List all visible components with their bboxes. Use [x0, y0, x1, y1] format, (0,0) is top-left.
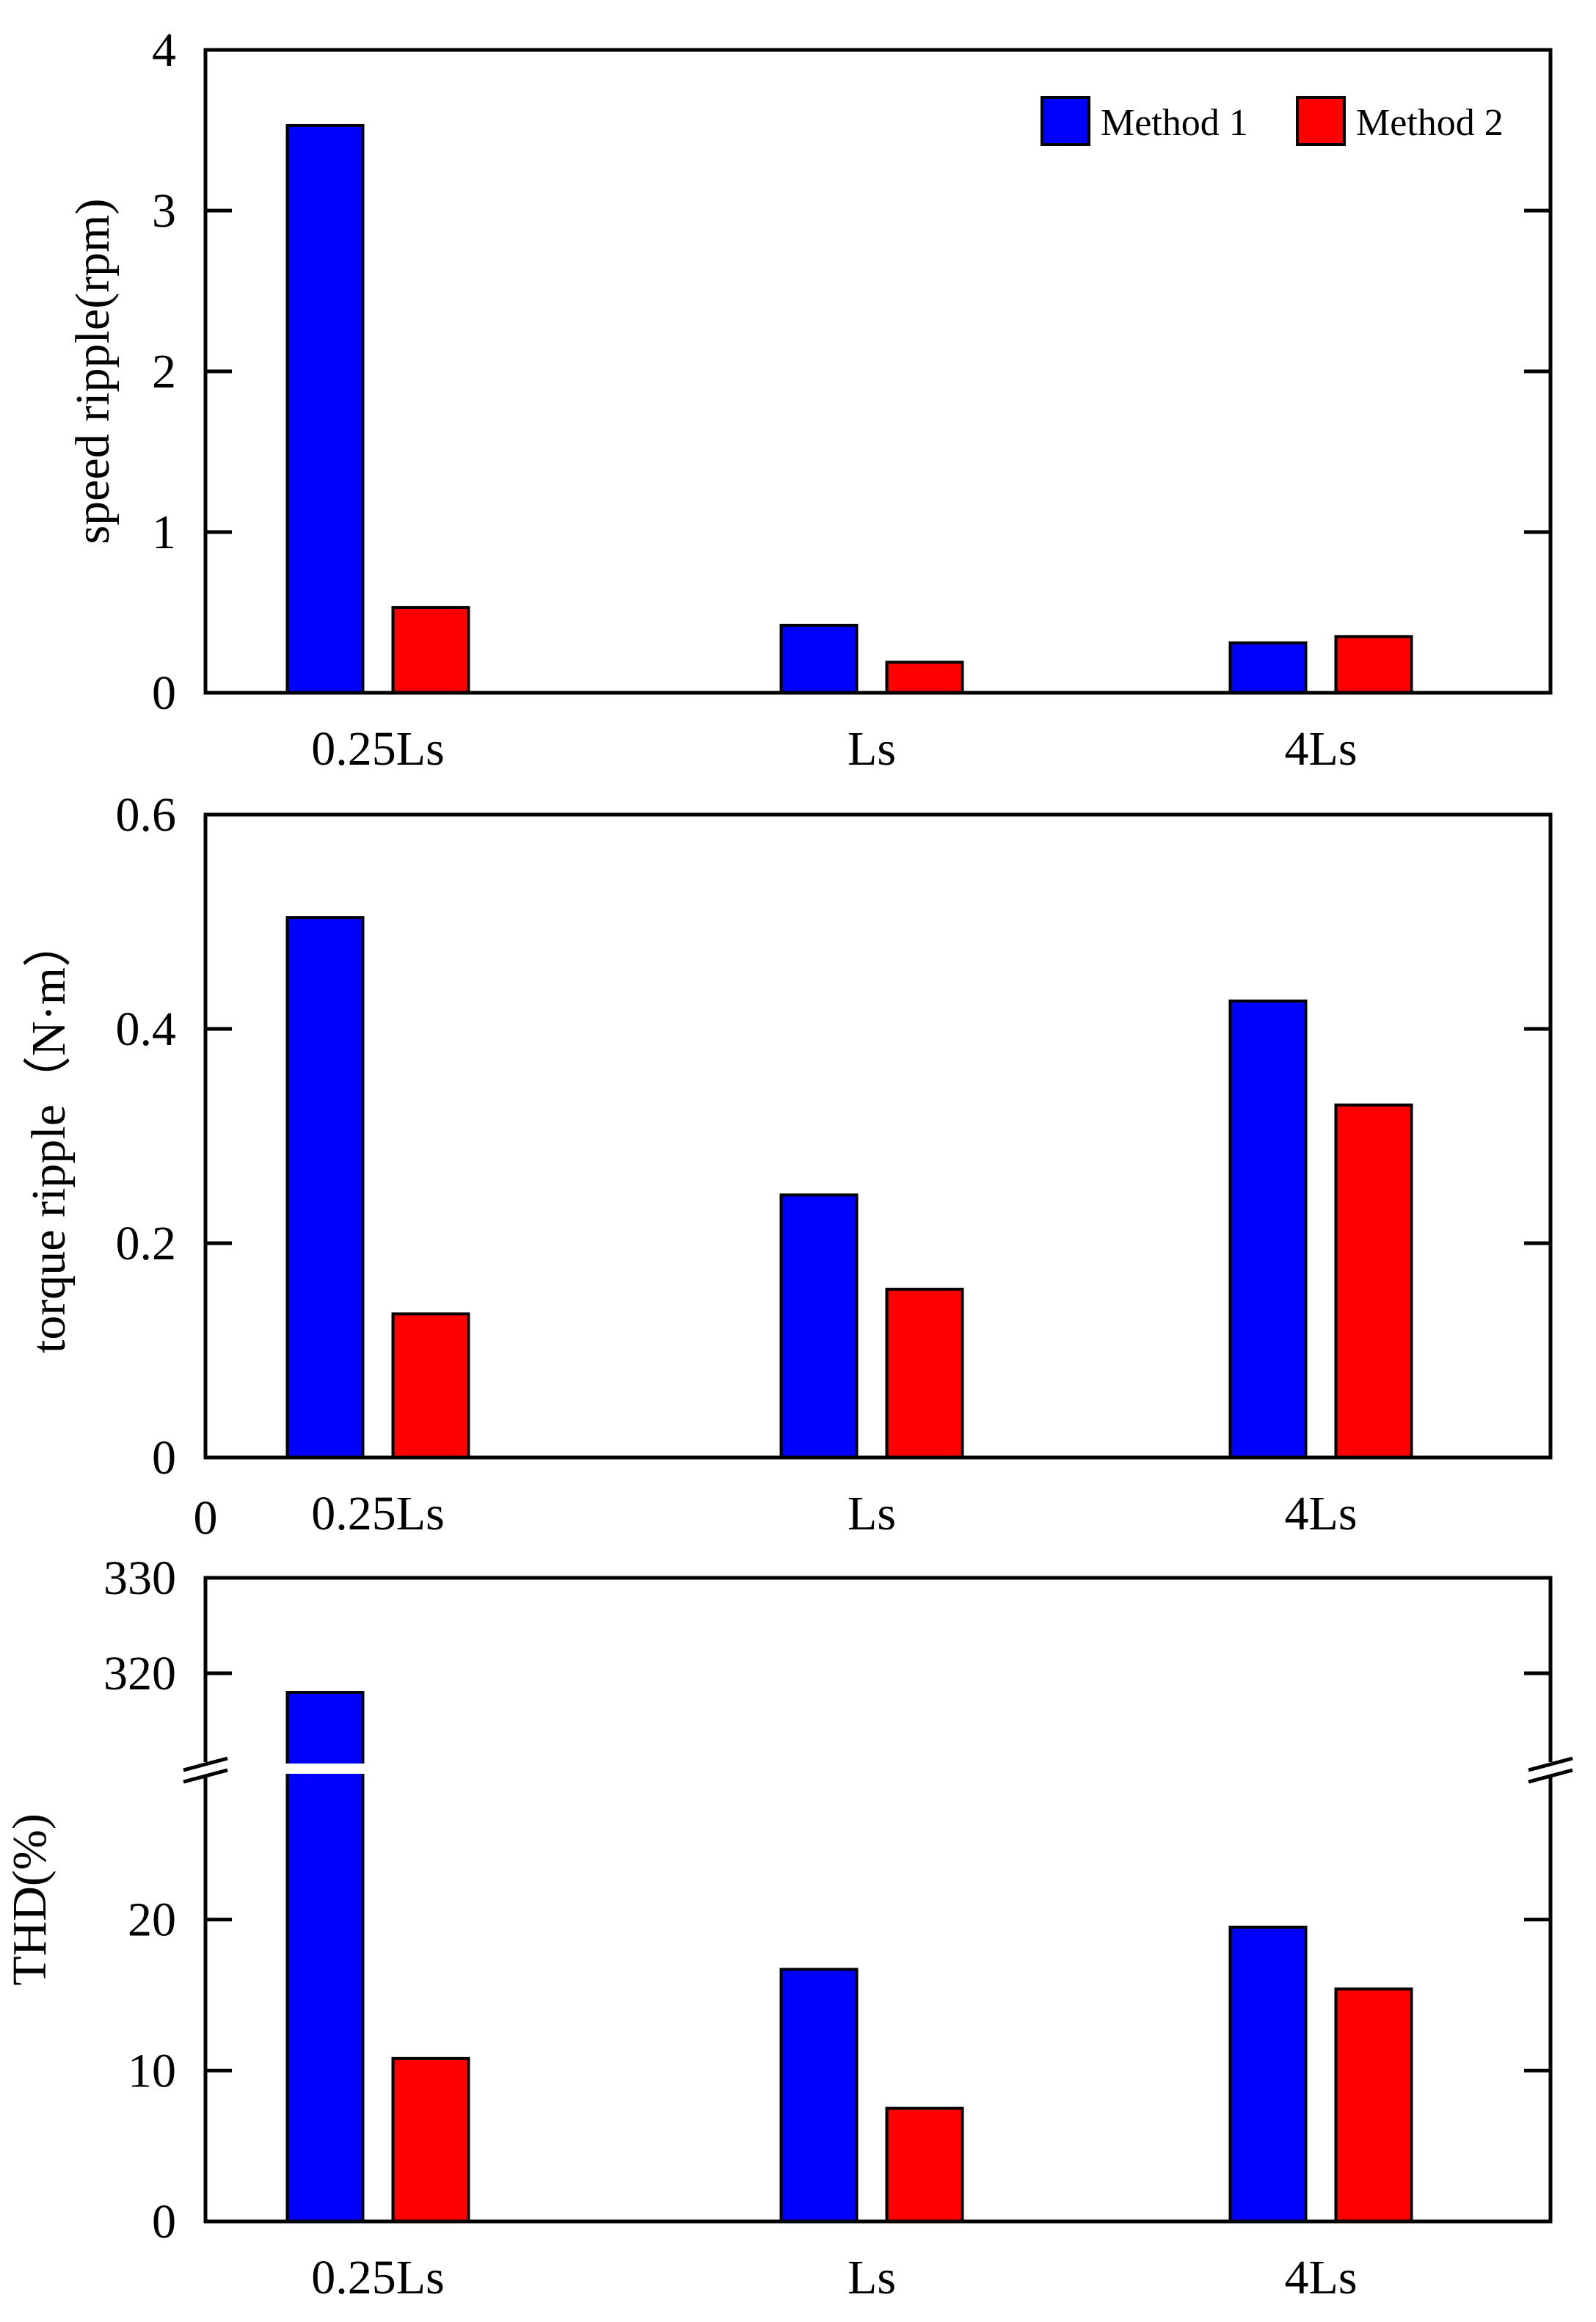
legend-swatch-1 [1041, 96, 1090, 146]
legend-swatch-2 [1296, 96, 1346, 146]
ytick-label-torque: 0 [152, 1431, 176, 1485]
torque-x-origin-label: 0 [194, 1491, 218, 1545]
ytick-label-speed: 0 [152, 666, 176, 720]
xtick-label-speed: 0.25Ls [311, 722, 445, 776]
bar-torque-method-2-025ls [391, 1312, 470, 1459]
xtick-label-thd: 0.25Ls [311, 2251, 445, 2304]
ytick-label-thd: 10 [128, 2044, 176, 2097]
bar-torque-method-2-4ls [1334, 1103, 1413, 1460]
bar-speed-method-1-4ls [1228, 641, 1308, 694]
ytick-label-thd: 0 [152, 2195, 176, 2249]
bar-torque-method-1-4ls [1228, 1000, 1308, 1460]
plot-frame-torque [203, 812, 1553, 1460]
y-axis-title-torque: torque ripple（N·m） [22, 919, 76, 1353]
bar-thd-method-2-ls [885, 2106, 964, 2223]
ytick-label-torque: 0.6 [116, 788, 177, 842]
bar-torque-method-1-025ls [285, 916, 365, 1460]
y-axis-title-thd: THD(%) [3, 1813, 57, 1986]
legend-label-1: Method 1 [1101, 102, 1248, 144]
plot-frame-thd [203, 1576, 1553, 2224]
axis-break-mark-left [183, 1768, 228, 1784]
axis-break-mark-right [1528, 1756, 1573, 1772]
xtick-label-torque: 0.25Ls [311, 1487, 445, 1540]
xtick-label-thd: 4Ls [1285, 2251, 1358, 2304]
plot-frame-speed [203, 48, 1553, 695]
bar-speed-method-2-4ls [1334, 635, 1413, 694]
y-axis-title-speed: speed ripple(rpm) [66, 199, 120, 545]
legend: Method 1 Method 2 [1041, 96, 1504, 146]
ytick-label-speed: 3 [152, 184, 176, 238]
ytick-label-torque: 0.2 [116, 1217, 177, 1270]
ytick-label-thd: 330 [103, 1551, 176, 1605]
xtick-label-torque: 4Ls [1285, 1487, 1358, 1540]
bar-speed-method-1-ls [779, 624, 859, 695]
bar-thd-method-2-4ls [1334, 1987, 1413, 2224]
ytick-label-thd: 20 [128, 1893, 176, 1947]
chart-panels: 0 1 2 3 4 0.25Ls Ls 4Ls speed ripple(rpm) Method … [3, 23, 1575, 2304]
chart-torque: 0 0.2 0.4 0.6 0.25Ls Ls 4Ls torque ripple（N·m） [22, 788, 1553, 1540]
xtick-label-speed: 4Ls [1285, 722, 1358, 776]
bar-speed-method-2-025ls [391, 605, 470, 694]
bar-thd-method-1-025ls [285, 1691, 365, 2223]
ytick-label-thd: 320 [103, 1647, 176, 1700]
axis-break-gap [283, 1764, 368, 1774]
bar-thd-method-1-ls [779, 1968, 859, 2223]
chart-thd: 0 10 20 320 330 0.25Ls Ls 4Ls THD(%) [3, 1551, 1575, 2304]
legend-label-2: Method 2 [1356, 102, 1504, 144]
ytick-label-torque: 0.4 [116, 1002, 177, 1056]
bar-speed-method-2-ls [885, 660, 964, 695]
xtick-label-torque: Ls [848, 1487, 896, 1540]
axis-break-mark-left [183, 1756, 228, 1772]
bar-torque-method-2-ls [885, 1287, 964, 1460]
bar-thd-method-1-4ls [1228, 1925, 1308, 2223]
bar-torque-method-1-ls [779, 1193, 859, 1460]
ytick-label-speed: 1 [152, 506, 176, 559]
ytick-label-speed: 4 [152, 23, 176, 77]
ytick-label-speed: 2 [152, 345, 176, 398]
axis-break-mark-right [1528, 1768, 1573, 1784]
bar-thd-method-2-025ls [391, 2056, 470, 2223]
xtick-label-thd: Ls [848, 2251, 896, 2304]
xtick-label-speed: Ls [848, 722, 896, 776]
bar-speed-method-1-025ls [285, 123, 365, 694]
chart-speed: 0 1 2 3 4 0.25Ls Ls 4Ls speed ripple(rpm) Method … [66, 23, 1553, 776]
